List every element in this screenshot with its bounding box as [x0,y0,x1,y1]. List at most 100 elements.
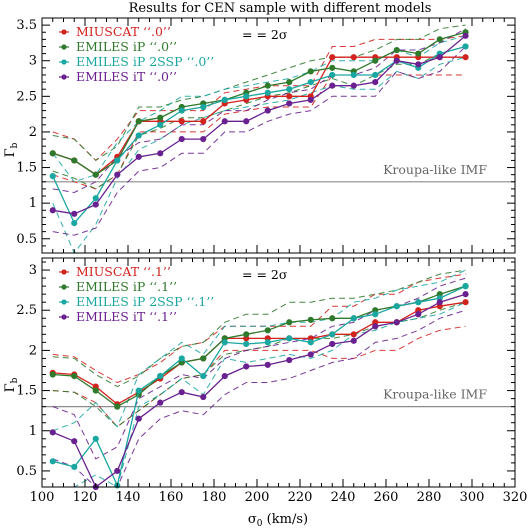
data-point [307,78,314,86]
data-point [329,71,336,79]
legend-entry: MIUSCAT ‘‘.0’’ [76,24,171,39]
data-point [264,82,271,89]
x-tick-label: 260 [374,490,399,505]
data-point [372,323,379,330]
data-point [350,82,357,89]
data-point [329,315,336,322]
data-point [157,114,164,121]
data-point [350,331,357,338]
data-point [221,96,228,103]
data-point [200,393,207,401]
data-point [71,157,78,164]
data-point [264,361,271,368]
band-upper-red [52,35,466,162]
data-point [286,335,293,342]
data-point [415,50,422,57]
reference-line-label: Kroupa-like IMF [383,162,487,177]
data-point [71,463,78,471]
data-point [243,363,250,370]
y-axis-label-top: Γb [3,142,20,157]
data-point [264,89,271,96]
data-point [462,43,469,50]
data-point [200,373,207,380]
data-point [178,355,185,362]
data-point [71,438,78,445]
data-point [71,373,78,380]
data-point [200,135,207,143]
data-point [114,403,121,410]
data-point [157,121,164,128]
legend-entry: EMILES iT ‘‘.0’’ [76,69,177,84]
y-tick-label: 1 [29,424,37,439]
data-point [178,107,185,114]
x-tick-label: 160 [159,490,184,505]
data-point [415,311,422,318]
data-point [307,351,314,358]
data-point [372,78,379,86]
data-point [71,210,78,217]
y-tick-label: 2.5 [16,303,37,318]
x-tick-label: 300 [460,490,485,505]
data-point [92,171,99,178]
figure-title: Results for CEN sample with different mo… [129,1,432,16]
data-point [49,458,56,465]
data-point [49,150,56,157]
band-lower-green [52,46,466,190]
data-point [243,340,250,348]
data-point [372,311,379,318]
data-point [307,68,314,75]
y-tick-label: 2 [29,125,37,140]
data-point [135,387,142,394]
y-tick-label: 2.5 [16,89,37,104]
data-point [135,132,142,139]
data-point [462,283,469,290]
x-tick-label: 280 [417,490,442,505]
legend-entry: EMILES iT ‘‘.1’’ [76,309,177,324]
data-point [286,356,293,364]
x-tick-label: 200 [245,490,270,505]
data-point [221,118,228,125]
data-point [114,171,121,178]
data-point [350,315,357,322]
data-point [92,201,99,208]
data-point [71,219,78,227]
data-point [221,373,228,380]
series-line-teal [52,285,466,488]
data-point [135,415,142,422]
data-point [350,337,357,344]
band-legend: = = 2σ [242,267,288,282]
data-point [49,172,56,180]
data-point [393,46,400,54]
data-point [307,339,314,346]
x-tick-label: 100 [30,490,55,505]
legend-entry: EMILES iP 2SSP ‘‘.0’’ [76,54,214,69]
x-tick-label: 240 [331,490,356,505]
legend-entry: EMILES iP 2SSP ‘‘.1’’ [76,294,214,309]
data-point [350,71,357,79]
data-point [329,340,336,348]
data-point [135,118,142,125]
x-tick-label: 120 [73,490,98,505]
data-point [49,371,56,378]
data-point [49,429,56,436]
panel-bottom: Kroupa-like IMF 100 120 140 160 180 200 220 240 2… [16,257,527,505]
data-point [462,291,469,298]
series-line-green [52,31,466,176]
data-point [200,118,207,125]
y-axis-label-bottom: Γb [3,377,20,392]
series-line-red [52,56,466,176]
y-tick-label: 0.5 [16,464,37,479]
data-point [200,355,207,362]
data-point [114,157,121,164]
y-tick-label: 3 [29,54,37,69]
data-point [329,331,336,338]
data-point [178,135,185,143]
series-line-red [52,301,466,405]
data-point [157,373,164,380]
band-upper-teal [52,35,466,183]
data-point [393,57,400,64]
data-point [264,327,271,334]
band-lower-red [52,325,466,428]
y-tick-label: 0.5 [16,232,37,247]
